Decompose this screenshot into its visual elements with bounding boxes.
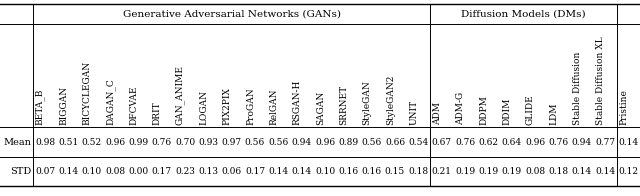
Text: RSGAN-H: RSGAN-H bbox=[292, 80, 301, 125]
Text: 0.13: 0.13 bbox=[198, 167, 218, 176]
Text: Diffusion Models (DMs): Diffusion Models (DMs) bbox=[461, 9, 586, 18]
Text: 0.97: 0.97 bbox=[221, 138, 242, 147]
Text: 0.23: 0.23 bbox=[175, 167, 195, 176]
Text: SAGAN: SAGAN bbox=[316, 91, 325, 125]
Text: STD: STD bbox=[10, 167, 31, 176]
Text: 0.76: 0.76 bbox=[548, 138, 568, 147]
Text: 0.52: 0.52 bbox=[81, 138, 102, 147]
Text: 0.17: 0.17 bbox=[245, 167, 265, 176]
Text: Stable Diffusion: Stable Diffusion bbox=[573, 52, 582, 125]
Text: ProGAN: ProGAN bbox=[246, 88, 255, 125]
Text: 0.77: 0.77 bbox=[595, 138, 615, 147]
Text: 0.15: 0.15 bbox=[385, 167, 405, 176]
Text: 0.21: 0.21 bbox=[431, 167, 452, 176]
Text: 0.19: 0.19 bbox=[478, 167, 499, 176]
Text: Generative Adversarial Networks (GANs): Generative Adversarial Networks (GANs) bbox=[123, 9, 340, 18]
Text: 0.96: 0.96 bbox=[315, 138, 335, 147]
Text: 0.96: 0.96 bbox=[105, 138, 125, 147]
Text: 0.93: 0.93 bbox=[198, 138, 218, 147]
Text: 0.10: 0.10 bbox=[315, 167, 335, 176]
Text: 0.51: 0.51 bbox=[58, 138, 79, 147]
Text: 0.06: 0.06 bbox=[221, 167, 242, 176]
Text: 0.66: 0.66 bbox=[385, 138, 405, 147]
Text: 0.94: 0.94 bbox=[572, 138, 592, 147]
Text: 0.08: 0.08 bbox=[525, 167, 545, 176]
Text: 0.14: 0.14 bbox=[58, 167, 78, 176]
Text: 0.96: 0.96 bbox=[525, 138, 545, 147]
Text: LOGAN: LOGAN bbox=[199, 90, 208, 125]
Text: ADM: ADM bbox=[433, 103, 442, 125]
Text: DRIT: DRIT bbox=[152, 102, 162, 125]
Text: GAN_ANIME: GAN_ANIME bbox=[175, 65, 185, 125]
Text: 0.14: 0.14 bbox=[292, 167, 312, 176]
Text: 0.70: 0.70 bbox=[175, 138, 195, 147]
Text: ADM-G: ADM-G bbox=[456, 92, 465, 125]
Text: 0.89: 0.89 bbox=[339, 138, 358, 147]
Text: 0.99: 0.99 bbox=[128, 138, 148, 147]
Text: 0.14: 0.14 bbox=[595, 167, 615, 176]
Text: BETA_B: BETA_B bbox=[35, 89, 45, 125]
Text: BICYCLEGAN: BICYCLEGAN bbox=[83, 61, 92, 125]
Text: DDIM: DDIM bbox=[502, 98, 511, 125]
Text: 0.16: 0.16 bbox=[362, 167, 381, 176]
Text: 0.10: 0.10 bbox=[81, 167, 102, 176]
Text: Pristine: Pristine bbox=[620, 90, 628, 125]
Text: Stable Diffusion XL: Stable Diffusion XL bbox=[596, 37, 605, 125]
Text: 0.07: 0.07 bbox=[35, 167, 55, 176]
Text: DAGAN_C: DAGAN_C bbox=[105, 79, 115, 125]
Text: 0.14: 0.14 bbox=[268, 167, 289, 176]
Text: SRRNET: SRRNET bbox=[339, 85, 348, 125]
Text: 0.62: 0.62 bbox=[478, 138, 499, 147]
Text: 0.64: 0.64 bbox=[502, 138, 522, 147]
Text: 0.67: 0.67 bbox=[431, 138, 452, 147]
Text: 0.56: 0.56 bbox=[245, 138, 265, 147]
Text: LDM: LDM bbox=[549, 103, 558, 125]
Text: GLIDE: GLIDE bbox=[526, 95, 535, 125]
Text: 0.18: 0.18 bbox=[408, 167, 428, 176]
Text: 0.19: 0.19 bbox=[502, 167, 522, 176]
Text: 0.76: 0.76 bbox=[152, 138, 172, 147]
Text: 0.00: 0.00 bbox=[128, 167, 148, 176]
Text: 0.16: 0.16 bbox=[339, 167, 358, 176]
Text: 0.12: 0.12 bbox=[618, 167, 638, 176]
Text: 0.14: 0.14 bbox=[618, 138, 638, 147]
Text: DFCVAE: DFCVAE bbox=[129, 86, 138, 125]
Text: PIX2PIX: PIX2PIX bbox=[223, 88, 232, 125]
Text: 0.18: 0.18 bbox=[548, 167, 568, 176]
Text: 0.56: 0.56 bbox=[362, 138, 382, 147]
Text: $\bf{Table\ 2:}$ Mean and Standard Deviation of Swin-Base's confidences, trained: $\bf{Table\ 2:}$ Mean and Standard Devia… bbox=[0, 194, 483, 196]
Text: 0.17: 0.17 bbox=[152, 167, 172, 176]
Text: DDPM: DDPM bbox=[479, 96, 488, 125]
Text: 0.14: 0.14 bbox=[572, 167, 592, 176]
Text: 0.19: 0.19 bbox=[455, 167, 475, 176]
Text: Mean: Mean bbox=[3, 138, 31, 147]
Text: BIGGAN: BIGGAN bbox=[60, 86, 68, 125]
Text: StyleGAN: StyleGAN bbox=[363, 81, 372, 125]
Text: 0.98: 0.98 bbox=[35, 138, 55, 147]
Text: 0.56: 0.56 bbox=[268, 138, 289, 147]
Text: StyleGAN2: StyleGAN2 bbox=[386, 75, 395, 125]
Text: RelGAN: RelGAN bbox=[269, 89, 278, 125]
Text: 0.94: 0.94 bbox=[292, 138, 312, 147]
Text: 0.54: 0.54 bbox=[408, 138, 428, 147]
Text: 0.08: 0.08 bbox=[105, 167, 125, 176]
Text: 0.76: 0.76 bbox=[455, 138, 475, 147]
Text: UNIT: UNIT bbox=[410, 100, 419, 125]
